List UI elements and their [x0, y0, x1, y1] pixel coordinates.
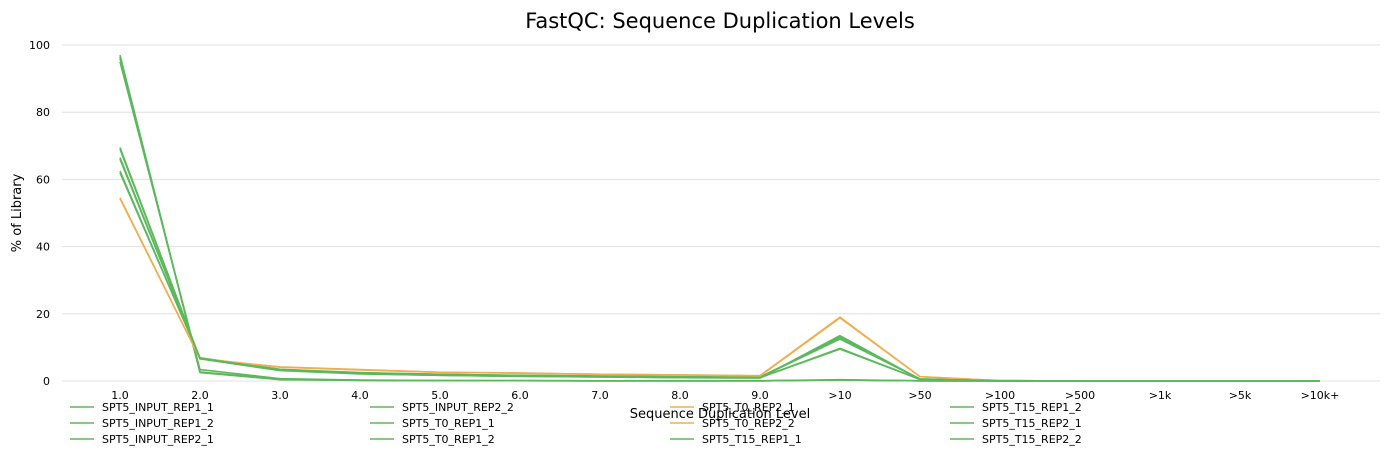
y-tick-label: 0 [43, 375, 50, 388]
legend-item[interactable]: SPT5_INPUT_REP2_1 [70, 433, 214, 446]
legend-item[interactable]: SPT5_T15_REP1_1 [670, 433, 802, 446]
gridlines [62, 44, 1380, 382]
y-tick-label: 80 [36, 106, 50, 119]
legend-label: SPT5_INPUT_REP2_1 [102, 433, 214, 446]
legend-label: SPT5_T0_REP2_1 [702, 401, 795, 414]
legend-item[interactable]: SPT5_T15_REP1_2 [950, 401, 1082, 414]
series-line [119, 56, 1320, 382]
series-line [119, 58, 1320, 382]
series-line [119, 147, 1320, 382]
legend-label: SPT5_INPUT_REP1_2 [102, 417, 214, 430]
x-tick-label: 1.0 [111, 389, 129, 402]
x-tick-label: 8.0 [671, 389, 689, 402]
legend-item[interactable]: SPT5_INPUT_REP1_1 [70, 401, 214, 414]
legend-label: SPT5_INPUT_REP2_2 [402, 401, 514, 414]
series-line [119, 197, 1320, 382]
x-tick-label: >10 [828, 389, 851, 402]
series-line [119, 158, 1320, 382]
legend: SPT5_INPUT_REP1_1 SPT5_INPUT_REP1_2 SPT5_I… [70, 401, 1082, 446]
x-tick-label: 4.0 [351, 389, 369, 402]
y-axis-label: % of Library [10, 173, 25, 252]
x-tick-label: >5k [1229, 389, 1252, 402]
y-tick-label: 40 [36, 241, 50, 254]
legend-item[interactable]: SPT5_T15_REP2_1 [950, 417, 1082, 430]
y-axis-ticks: 0 20 40 60 80 100 [29, 39, 50, 388]
series-line [119, 157, 1320, 382]
x-tick-label: 6.0 [511, 389, 529, 402]
legend-label: SPT5_T0_REP2_2 [702, 417, 795, 430]
series-line [119, 198, 1320, 382]
legend-item[interactable]: SPT5_INPUT_REP2_2 [370, 401, 514, 414]
legend-item[interactable]: SPT5_T0_REP2_1 [670, 401, 795, 414]
legend-label: SPT5_T15_REP1_1 [702, 433, 802, 446]
x-tick-label: 7.0 [591, 389, 609, 402]
legend-item[interactable]: SPT5_T15_REP2_2 [950, 433, 1082, 446]
series-line [119, 54, 1320, 382]
series-line [119, 61, 1320, 382]
x-axis-label: Sequence Duplication Level [630, 407, 810, 422]
legend-label: SPT5_T15_REP2_2 [982, 433, 1082, 446]
legend-item[interactable]: SPT5_T0_REP2_2 [670, 417, 795, 430]
series-line [119, 148, 1320, 382]
legend-item[interactable]: SPT5_T0_REP1_2 [370, 433, 495, 446]
x-axis-ticks: 1.0 2.0 3.0 4.0 5.0 6.0 7.0 8.0 9.0 >10 >50 >100 >50… [111, 389, 1339, 402]
legend-label: SPT5_T15_REP1_2 [982, 401, 1082, 414]
legend-label: SPT5_T15_REP2_1 [982, 417, 1082, 430]
series-lines [119, 54, 1320, 382]
legend-item[interactable]: SPT5_INPUT_REP1_2 [70, 417, 214, 430]
legend-label: SPT5_T0_REP1_1 [402, 417, 495, 430]
y-tick-label: 20 [36, 308, 50, 321]
x-tick-label: >500 [1065, 389, 1095, 402]
x-tick-label: >100 [985, 389, 1015, 402]
y-tick-label: 100 [29, 39, 50, 52]
legend-label: SPT5_T0_REP1_2 [402, 433, 495, 446]
chart-title: FastQC: Sequence Duplication Levels [525, 9, 915, 33]
legend-item[interactable]: SPT5_T0_REP1_1 [370, 417, 495, 430]
legend-label: SPT5_INPUT_REP1_1 [102, 401, 214, 414]
series-line [119, 170, 1320, 382]
x-tick-label: >1k [1149, 389, 1172, 402]
x-tick-label: >10k+ [1301, 389, 1340, 402]
y-tick-label: 60 [36, 173, 50, 186]
x-tick-label: 9.0 [751, 389, 769, 402]
x-tick-label: 2.0 [191, 389, 209, 402]
series-line [119, 172, 1320, 382]
x-tick-label: 5.0 [431, 389, 449, 402]
x-tick-label: 3.0 [271, 389, 289, 402]
x-tick-label: >50 [908, 389, 931, 402]
